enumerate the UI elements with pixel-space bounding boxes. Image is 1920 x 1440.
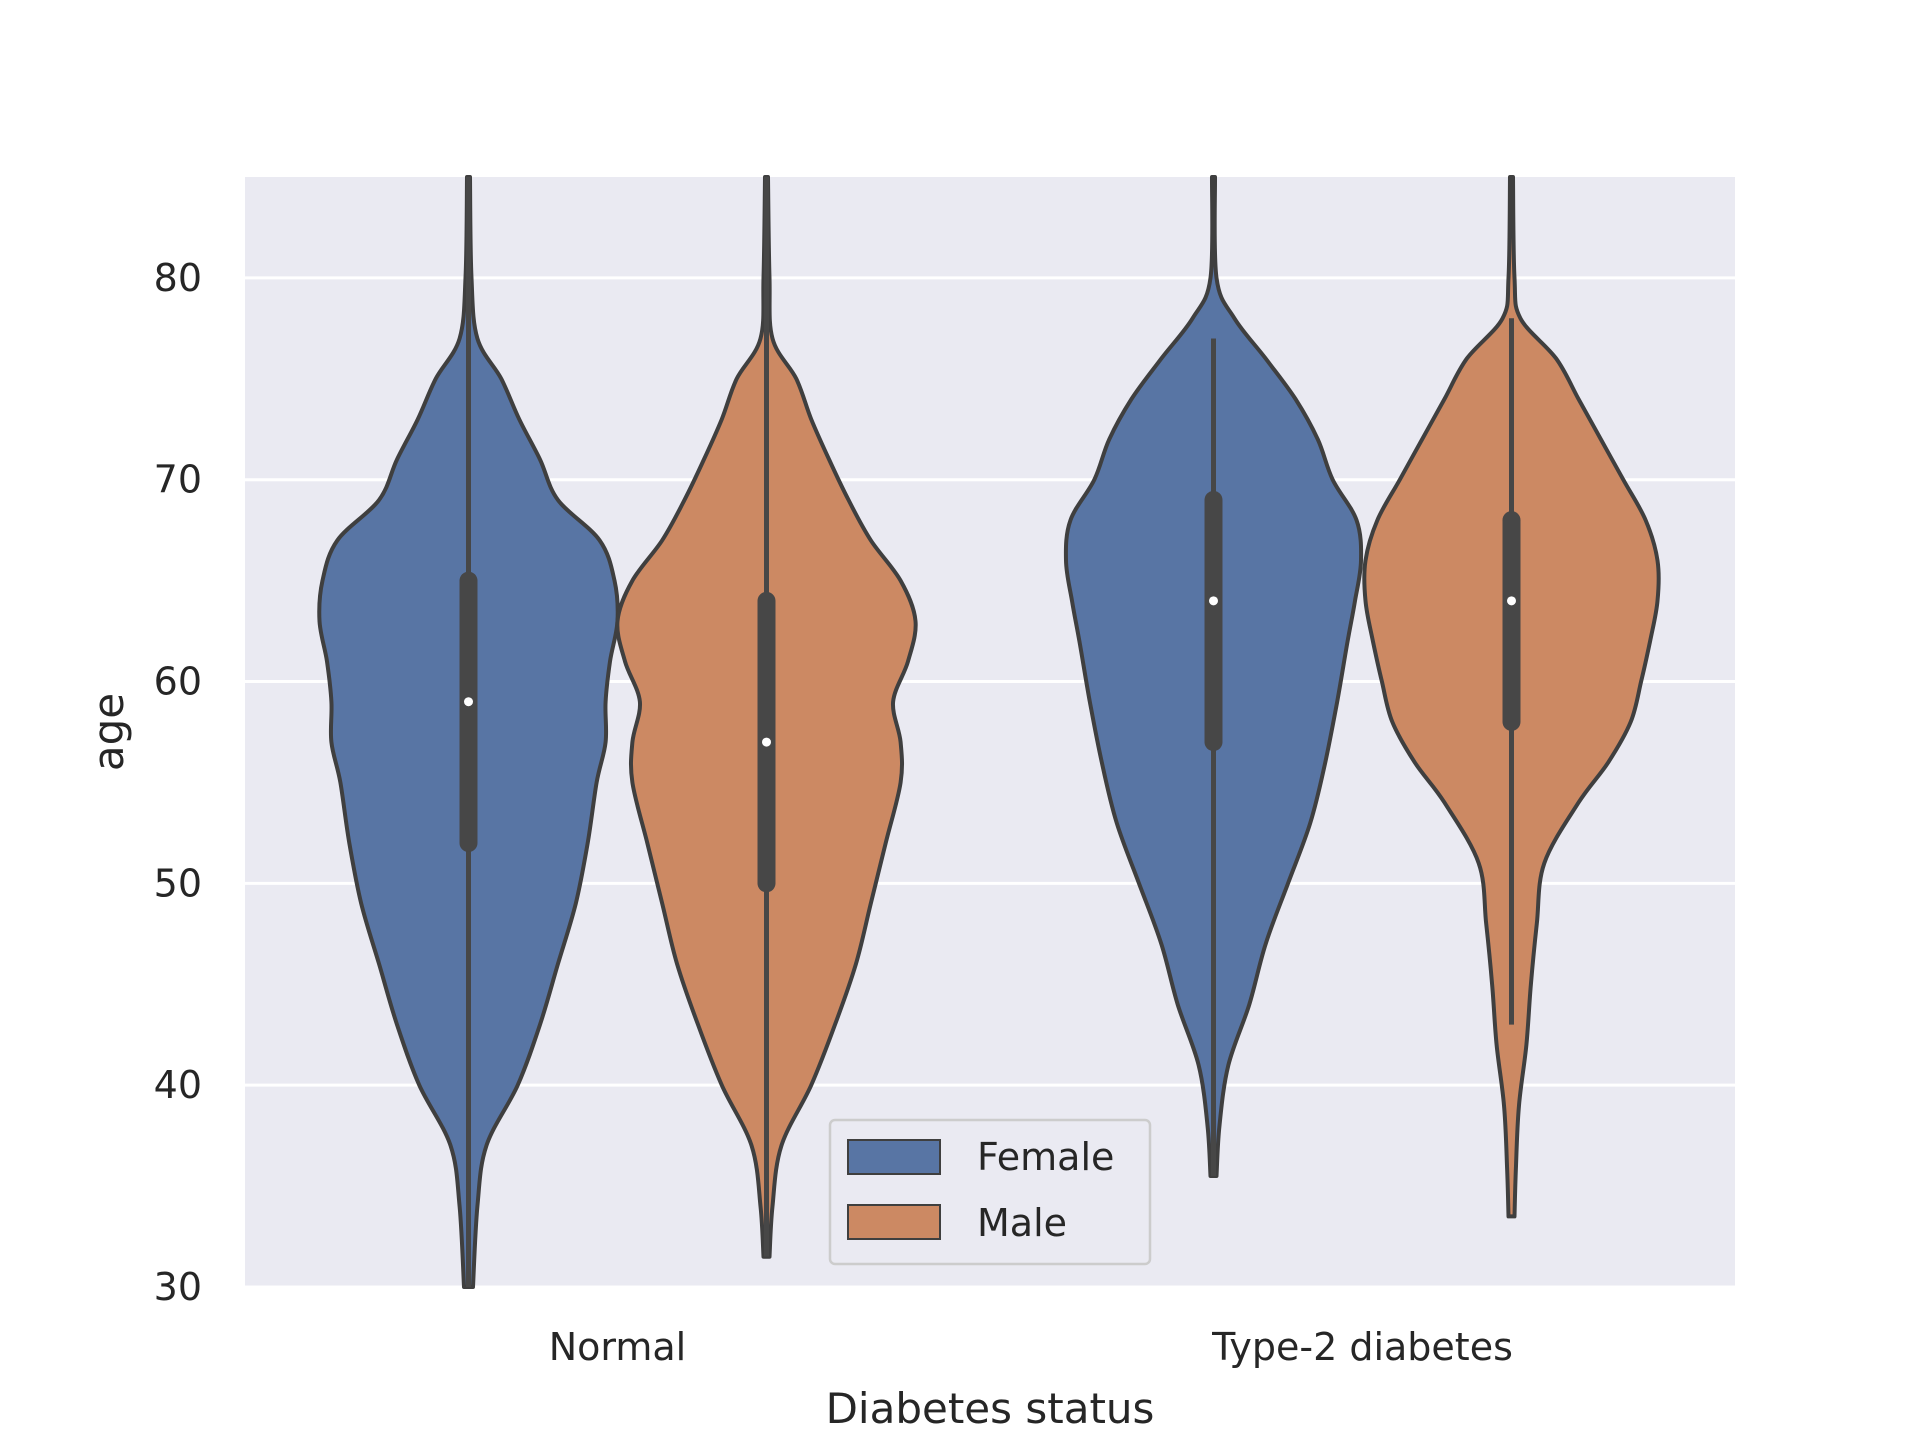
legend: Female Male: [828, 1118, 1152, 1266]
y-tick-label-80: 80: [154, 256, 202, 300]
y-tick-labels: 30 40 50 60 70 80: [154, 256, 202, 1309]
median-dot-female-normal: [464, 697, 473, 707]
median-dot-male-normal: [762, 737, 771, 747]
legend-swatch-female: [847, 1139, 941, 1175]
median-dot-female-type-2-diabetes: [1209, 596, 1218, 606]
y-tick-label-70: 70: [154, 458, 202, 502]
y-tick-label-40: 40: [154, 1063, 202, 1107]
x-tick-label-type-2-diabetes: Type-2 diabetes: [1211, 1325, 1513, 1369]
x-tick-labels: Normal Type-2 diabetes: [549, 1325, 1513, 1369]
x-tick-label-normal: Normal: [549, 1325, 687, 1369]
median-dot-male-type-2-diabetes: [1507, 596, 1516, 606]
x-axis-title: Diabetes status: [826, 1384, 1155, 1433]
violins: [317, 175, 1661, 1289]
y-axis-title: age: [84, 693, 133, 771]
legend-label-female: Female: [977, 1135, 1114, 1179]
y-tick-label-50: 50: [154, 861, 202, 905]
y-tick-label-60: 60: [154, 660, 202, 704]
legend-swatch-male: [847, 1204, 941, 1240]
legend-label-male: Male: [977, 1201, 1067, 1245]
y-tick-label-30: 30: [154, 1265, 202, 1309]
